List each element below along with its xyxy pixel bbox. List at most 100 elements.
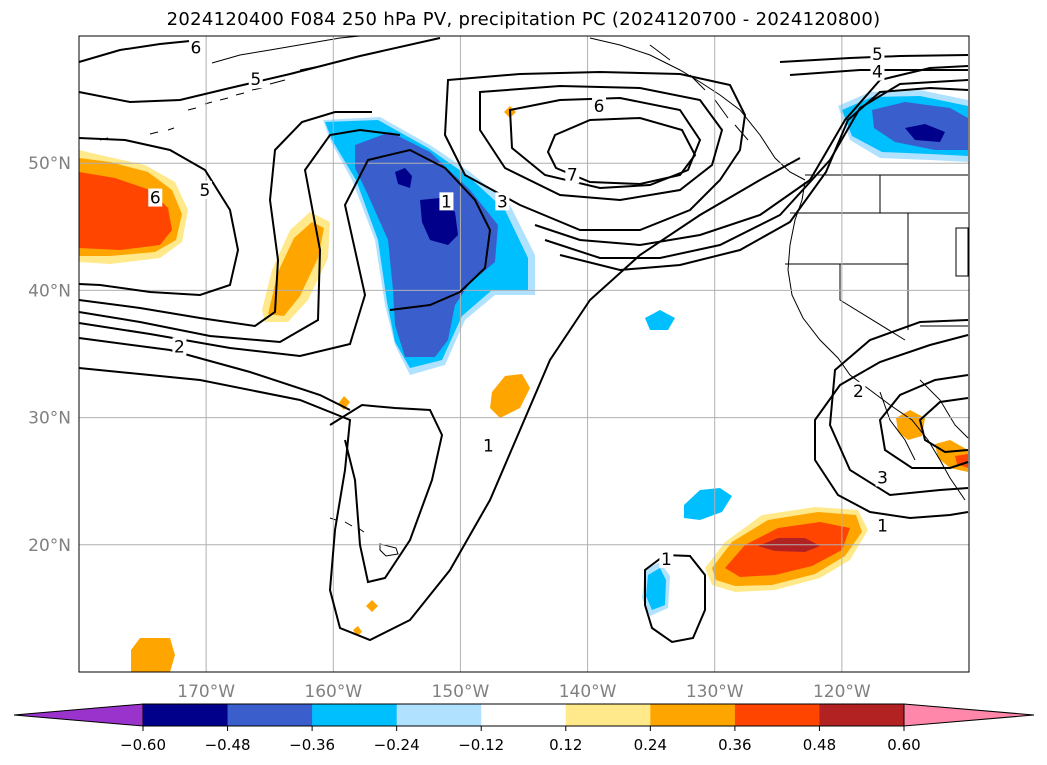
- contour-west-4: [78, 148, 492, 358]
- contour-low-1: [814, 334, 969, 520]
- contour-label-bg: [439, 192, 454, 211]
- contour-1-east: [644, 553, 706, 644]
- lat-tick-label: 20°N: [28, 536, 71, 556]
- colorbar-segment: [481, 704, 567, 726]
- contour-label: 7: [567, 166, 578, 186]
- contour-label: 2: [853, 382, 864, 402]
- contour-4-ridge: [789, 69, 968, 76]
- contour-label-bg: [481, 436, 496, 455]
- contour-label: 1: [877, 517, 888, 537]
- contour-label-bg: [248, 70, 263, 89]
- colorbar-tick-label: 0.60: [887, 736, 920, 754]
- longitude-labels: 170°W 160°W 150°W 140°W 130°W 120°W: [177, 682, 871, 702]
- contour-label: 1: [483, 437, 494, 457]
- positive-region-small-5: [353, 626, 362, 636]
- colorbar-segment: [734, 704, 820, 726]
- lat-tick-label: 50°N: [28, 154, 71, 174]
- contour-west-3: [78, 128, 401, 344]
- latitude-labels: 50°N 40°N 30°N 20°N: [28, 154, 71, 556]
- contour-low-3: [878, 374, 969, 469]
- colorbar-extend-min: [13, 703, 144, 727]
- contour-label: 3: [877, 468, 888, 488]
- negative-region-trough-max1: [395, 168, 412, 188]
- positive-region-small-4: [366, 600, 378, 612]
- contour-6-top: [78, 39, 201, 63]
- positive-region-small-1: [490, 374, 530, 418]
- colorbar-segment: [143, 704, 229, 726]
- contour-label: 6: [150, 189, 161, 209]
- contour-label-bg: [172, 337, 187, 356]
- colorbar-extend-max: [903, 703, 1035, 727]
- colorbar-segment: [227, 704, 313, 726]
- contour-label-bg: [592, 96, 607, 115]
- contour-5-top: [78, 37, 441, 104]
- contour-low-4: [918, 397, 969, 454]
- contour-2-long: [78, 337, 351, 411]
- contour-label-bg: [188, 38, 203, 57]
- colorbar-frame: [142, 703, 905, 727]
- colorbar-tick-label: 0.36: [718, 736, 751, 754]
- pv-contours: [78, 37, 969, 644]
- colorbar-tick-label: 0.12: [549, 736, 582, 754]
- lon-tick-label: 160°W: [304, 682, 362, 702]
- colorbar-tick-label: −0.48: [205, 736, 251, 754]
- precipitation-shading: [79, 90, 968, 672]
- contour-label: 6: [191, 38, 202, 58]
- contour-ridge-3: [559, 86, 969, 272]
- contour-label-bg: [495, 192, 510, 211]
- contour-label-bg: [875, 516, 890, 535]
- colorbar-tick-label: −0.60: [120, 736, 166, 754]
- negative-region-trough-core: [355, 132, 498, 357]
- contour-label: 5: [250, 70, 261, 90]
- colorbar-segment: [312, 704, 398, 726]
- contour-label-bg: [659, 549, 674, 568]
- lon-tick-label: 130°W: [686, 682, 744, 702]
- colorbar-segment: [650, 704, 736, 726]
- gridlines: [79, 36, 969, 672]
- positive-region-mexico-core: [955, 454, 968, 468]
- colorbar-tick-label: −0.12: [458, 736, 504, 754]
- contour-label-bg: [875, 468, 890, 487]
- negative-region-ne-max: [905, 124, 945, 142]
- lon-tick-label: 140°W: [559, 682, 617, 702]
- contour-label: 6: [594, 97, 605, 117]
- map-title: 2024120400 F084 250 hPa PV, precipitatio…: [166, 9, 881, 30]
- colorbar-segment: [565, 704, 651, 726]
- contour-label-bg: [148, 188, 163, 207]
- contour-label: 4: [872, 63, 883, 83]
- lat-tick-label: 30°N: [28, 409, 71, 429]
- contour-label: 2: [174, 337, 185, 357]
- contour-7-sub: [546, 116, 697, 186]
- colorbar-tick-label: 0.24: [634, 736, 667, 754]
- map-frame: [78, 35, 970, 673]
- contour-west-1: [78, 137, 240, 297]
- contour-ridge-1: [534, 65, 969, 247]
- contour-label-bg: [565, 165, 580, 184]
- negative-region-small-3-core: [646, 568, 666, 610]
- contour-label-bg: [197, 180, 212, 199]
- contour-label: 3: [497, 192, 508, 212]
- contour-label-bg: [870, 44, 885, 63]
- lon-tick-label: 120°W: [813, 682, 871, 702]
- contour-1-long: [78, 157, 801, 642]
- colorbar-segment: [819, 704, 905, 726]
- colorbar-tick-label: 0.48: [803, 736, 836, 754]
- contour-label-bg: [851, 381, 866, 400]
- contour-label: 1: [441, 192, 452, 212]
- positive-streak-160w: [268, 222, 324, 316]
- colorbar-segment: [396, 704, 482, 726]
- contour-label: 5: [199, 181, 210, 201]
- contour-3-inner: [329, 403, 444, 584]
- contour-label: 5: [872, 45, 883, 65]
- colorbar-tick-label: −0.36: [289, 736, 335, 754]
- negative-region-small-2: [684, 488, 732, 520]
- positive-region-small-6: [131, 638, 175, 672]
- contour-label-bg: [870, 62, 885, 81]
- contour-middle-sub: [479, 84, 724, 202]
- lat-tick-label: 40°N: [28, 281, 71, 301]
- coastlines: [99, 35, 969, 557]
- contour-low-2: [828, 319, 969, 497]
- colorbar: −0.60 −0.48 −0.36 −0.24 −0.12 0.12 0.24 0.36 0.4…: [13, 703, 1035, 754]
